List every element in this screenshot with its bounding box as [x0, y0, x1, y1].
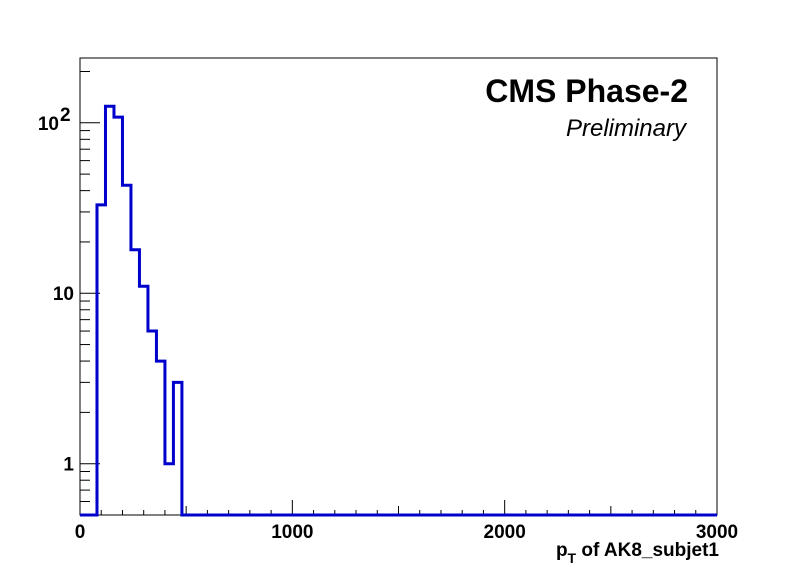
- chart-subtitle: Preliminary: [566, 115, 688, 142]
- y-tick-label-exponent: 2: [60, 105, 71, 126]
- chart-title: CMS Phase-2: [485, 73, 688, 109]
- x-tick-label: 0: [75, 522, 86, 543]
- y-tick-label: 10: [53, 284, 74, 305]
- x-tick-label: 2000: [484, 522, 526, 543]
- y-tick-label: 1: [63, 455, 74, 476]
- x-axis-title-subscript: T: [568, 550, 577, 566]
- histogram-series-line: [80, 104, 717, 517]
- x-tick-label: 3000: [696, 522, 738, 543]
- x-axis-title-rest: of AK8_subjet1: [576, 540, 719, 561]
- y-tick-label: 10: [38, 114, 59, 135]
- y-axis-ticks: [80, 70, 100, 516]
- x-axis-title: pT of AK8_subjet1: [556, 540, 719, 566]
- x-axis-ticks: [79, 500, 718, 515]
- x-tick-label: 1000: [271, 522, 313, 543]
- x-axis-tick-labels: 0 1000 2000 3000: [75, 522, 738, 543]
- x-axis-title-main: p: [556, 540, 568, 561]
